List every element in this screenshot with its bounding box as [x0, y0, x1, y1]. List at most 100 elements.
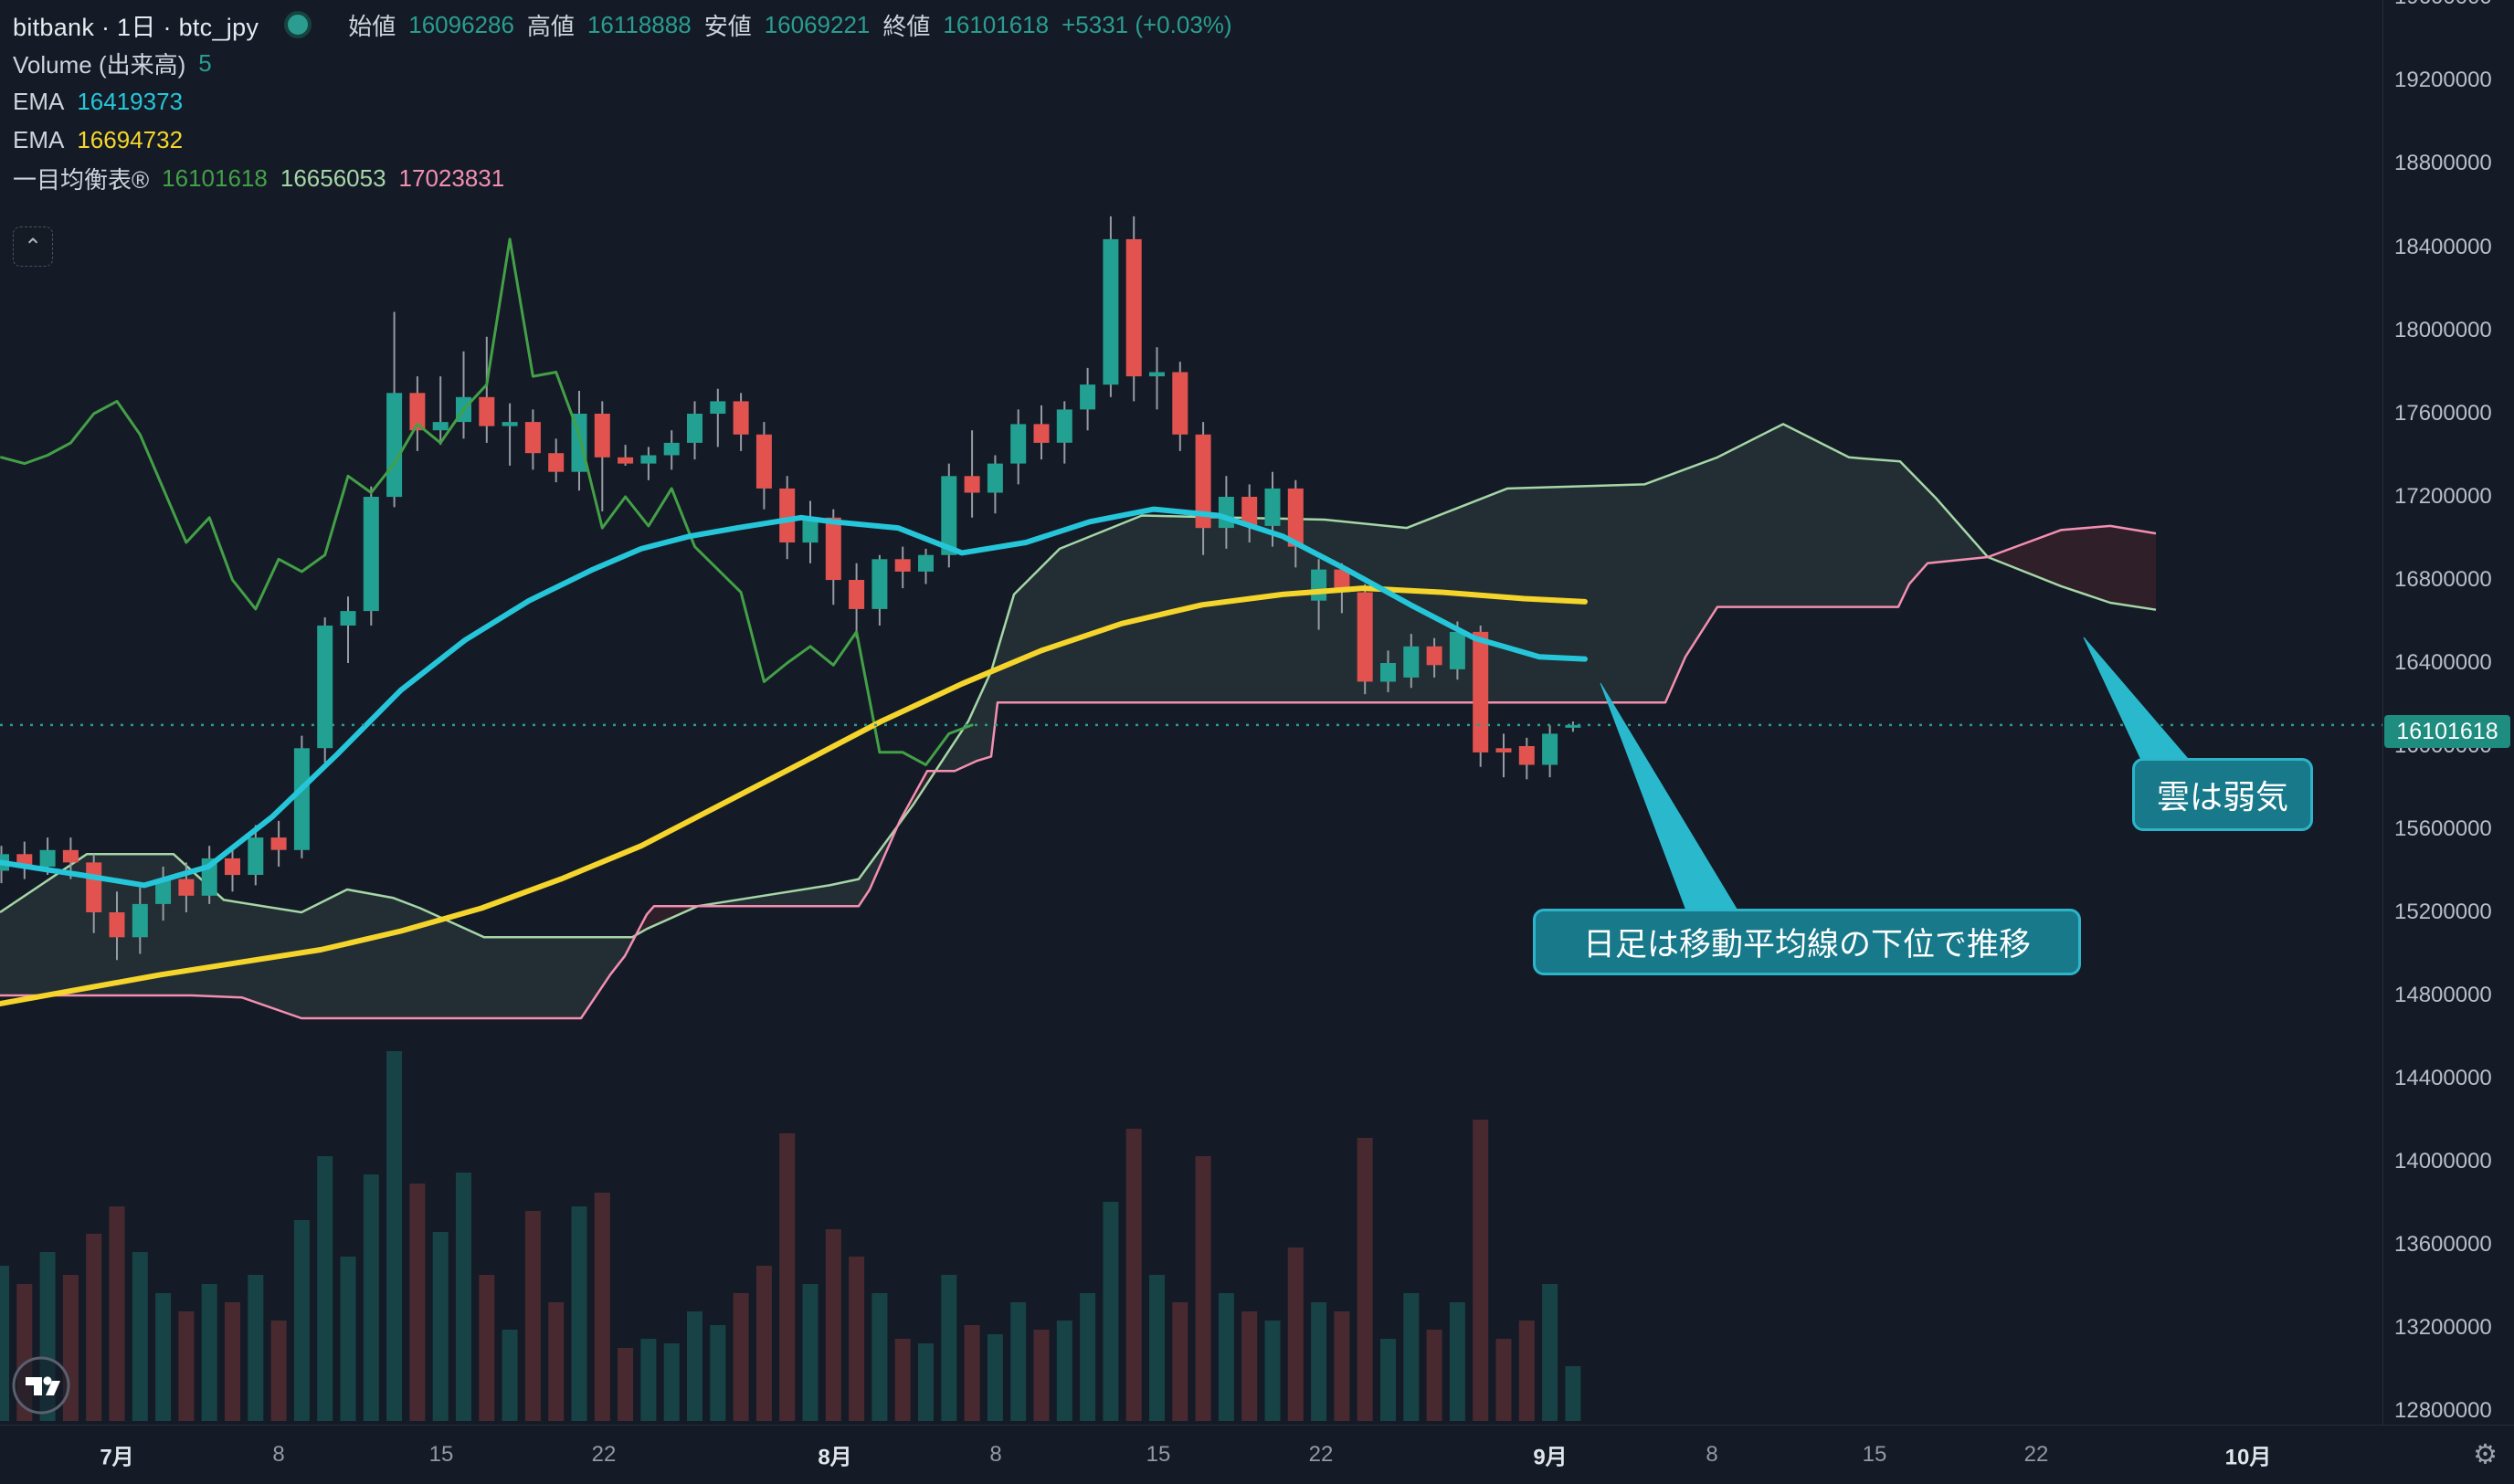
candle — [710, 401, 726, 414]
candle — [1056, 409, 1072, 443]
volume-bar — [479, 1275, 495, 1421]
candle — [155, 879, 172, 904]
time-tick: 7月 — [100, 1445, 134, 1470]
volume-label: Volume (出来高) — [13, 50, 186, 79]
ema-fast-indicator-row[interactable]: EMA 16419373 — [13, 82, 1232, 121]
volume-bar — [733, 1293, 749, 1421]
price-tick: 18000000 — [2394, 318, 2492, 342]
candle — [825, 517, 841, 581]
price-tick: 15600000 — [2394, 816, 2492, 841]
volume-bar — [109, 1206, 125, 1421]
candle — [1125, 238, 1142, 377]
volume-bar — [363, 1174, 379, 1421]
volume-bar — [618, 1348, 634, 1421]
candle — [779, 488, 796, 542]
candle — [1311, 569, 1327, 601]
volume-bar — [248, 1275, 264, 1421]
candle — [1473, 631, 1489, 753]
collapse-legend-button[interactable]: ⌃ — [13, 226, 53, 267]
candle — [594, 414, 610, 458]
change-value: +5331 (+0.03%) — [1062, 10, 1232, 38]
volume-bar — [941, 1275, 957, 1421]
candle — [618, 457, 634, 464]
price-tick: 14800000 — [2394, 983, 2492, 1007]
ichimoku-senkou-a-value: 16656053 — [280, 163, 386, 192]
price-tick: 18400000 — [2394, 235, 2492, 259]
volume-bar — [755, 1266, 772, 1421]
candle — [248, 837, 264, 875]
time-axis[interactable]: ⚙ 7月 8 15 22 8月 8 15 22 9月 8 15 22 10月 — [0, 1425, 2514, 1484]
candle — [1010, 424, 1027, 464]
volume-bar — [918, 1343, 934, 1421]
time-tick: 15 — [428, 1442, 454, 1467]
market-status-icon — [284, 11, 312, 38]
callout-ma-text: 日足は移動平均線の下位で推移 — [1582, 927, 2031, 963]
volume-bar — [710, 1325, 726, 1421]
price-tick: 14400000 — [2394, 1066, 2492, 1090]
open-value: 16096286 — [408, 10, 514, 38]
close-value: 16101618 — [943, 10, 1050, 38]
time-tick: 22 — [1308, 1442, 1334, 1467]
price-tick: 14000000 — [2394, 1149, 2492, 1174]
price-tick: 19200000 — [2394, 68, 2492, 92]
volume-bar — [1149, 1275, 1165, 1421]
candle — [1218, 497, 1234, 529]
volume-bar — [779, 1133, 796, 1421]
candle — [178, 879, 195, 896]
volume-bar — [386, 1051, 403, 1421]
volume-bar — [201, 1284, 217, 1421]
open-label: 始値 — [348, 12, 396, 40]
ema-slow-label: EMA — [13, 125, 65, 153]
volume-indicator-row[interactable]: Volume (出来高) 5 — [13, 44, 1232, 82]
volume-bar — [1195, 1156, 1211, 1421]
candle — [1287, 488, 1304, 547]
volume-bar — [1380, 1339, 1396, 1421]
candle — [1449, 631, 1465, 669]
ema-slow-indicator-row[interactable]: EMA 16694732 — [13, 121, 1232, 159]
volume-bar — [1264, 1321, 1281, 1421]
ichimoku-indicator-row[interactable]: 一目均衡表® 16101618 16656053 17023831 — [13, 159, 1232, 197]
candle — [1103, 238, 1119, 385]
low-label: 安値 — [703, 12, 752, 40]
candle — [687, 414, 702, 443]
candle — [964, 476, 980, 493]
candle — [755, 434, 772, 489]
volume-bar — [849, 1257, 865, 1421]
callout-ma-note[interactable]: 日足は移動平均線の下位で推移 — [1533, 909, 2081, 975]
candle — [409, 393, 426, 431]
volume-bar — [1334, 1311, 1350, 1421]
candle — [1080, 384, 1096, 410]
candle — [941, 476, 957, 555]
ichimoku-lagging-span-line — [0, 237, 974, 766]
cloud-fill — [638, 906, 700, 934]
volume-bar — [409, 1184, 426, 1421]
volume-bar — [340, 1257, 356, 1421]
high-label: 高値 — [526, 12, 575, 40]
time-tick: 8 — [1706, 1442, 1718, 1467]
time-tick: 10月 — [2224, 1445, 2272, 1470]
logo-v-glyph — [46, 1381, 60, 1395]
price-tick: 13200000 — [2394, 1315, 2492, 1340]
price-axis[interactable]: 19600000 19200000 18800000 18400000 18000000… — [2382, 0, 2514, 1425]
candle — [1033, 424, 1050, 443]
volume-bar — [432, 1232, 449, 1421]
price-tick: 19600000 — [2394, 0, 2492, 10]
volume-bar — [987, 1334, 1003, 1421]
volume-bar — [802, 1284, 819, 1421]
candle — [363, 497, 379, 612]
callout-cloud-note[interactable]: 雲は弱気 — [2132, 758, 2313, 831]
candle — [270, 837, 287, 850]
volume-bar — [456, 1173, 471, 1421]
volume-bar — [270, 1321, 287, 1421]
volume-value: 5 — [198, 48, 212, 77]
volume-bar — [1403, 1293, 1420, 1421]
candle — [894, 559, 911, 572]
candle — [871, 559, 888, 609]
candle — [987, 463, 1003, 493]
callout-cloud-text: 雲は弱気 — [2156, 778, 2288, 816]
tradingview-logo[interactable] — [11, 1355, 71, 1416]
settings-gear-icon[interactable]: ⚙ — [2473, 1439, 2498, 1470]
time-tick: 9月 — [1533, 1445, 1568, 1470]
volume-bar — [640, 1339, 657, 1421]
